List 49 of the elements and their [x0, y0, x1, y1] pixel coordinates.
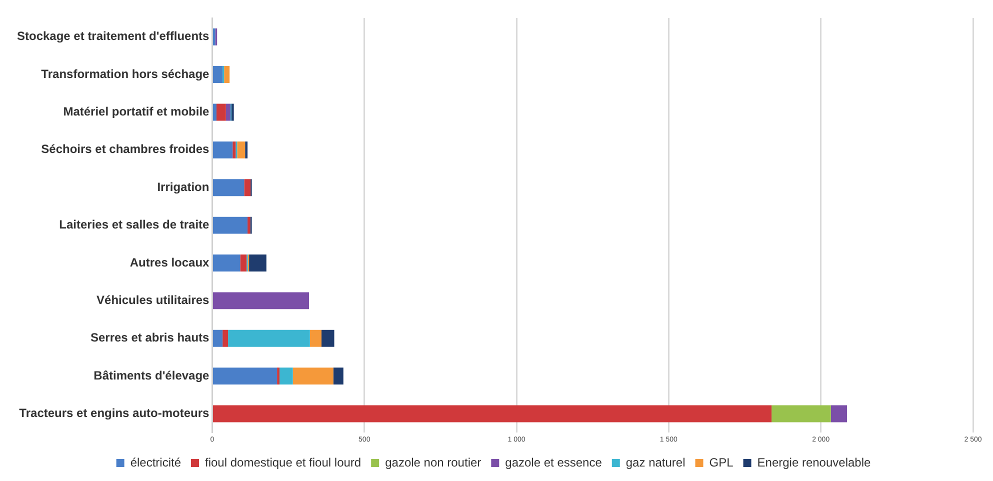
y-tick-label: Tracteurs et engins auto-moteurs [19, 406, 210, 420]
y-tick-label: Transformation hors séchage [41, 66, 210, 81]
bar [212, 141, 233, 158]
bar [249, 254, 266, 272]
y-tick-label: Irrigation [157, 180, 210, 194]
legend-label: électricité [130, 455, 182, 470]
y-tick-label: Laiteries et salles de traite [59, 218, 210, 232]
y-tick-label: Bâtiments d'élevage [94, 368, 210, 382]
bar [212, 292, 309, 310]
legend-label: GPL [709, 455, 734, 470]
bar [212, 216, 248, 234]
bar [310, 330, 322, 347]
bar [212, 104, 216, 121]
bar [232, 141, 236, 158]
bar [212, 368, 278, 385]
bar [333, 368, 344, 385]
y-tick-label: Serres et abris hauts [90, 330, 210, 345]
y-tick-label: Véhicules utilitaires [96, 292, 210, 307]
y-tick-label: Stockage et traitement d'effluents [16, 29, 210, 44]
bar [248, 216, 250, 234]
bar [222, 330, 228, 347]
bar [830, 405, 848, 422]
bar [212, 405, 772, 422]
bar [240, 254, 247, 272]
legend-label: gazole non routier [385, 455, 482, 470]
bar [212, 179, 244, 196]
legend-label: fioul domestique et fioul lourd [204, 455, 362, 470]
bar [216, 104, 226, 121]
bar [212, 330, 223, 347]
bar [244, 179, 251, 196]
bar [245, 141, 248, 158]
bar [279, 368, 293, 385]
legend-label: gazole et essence [505, 455, 602, 470]
bar [237, 141, 246, 158]
bar [321, 330, 334, 347]
y-tick-label: Autres locaux [130, 255, 210, 270]
legend-label: gaz naturel [626, 455, 686, 470]
y-tick-label: Matériel portatif et mobile [63, 104, 210, 119]
legend-label: Energie renouvelable [757, 455, 872, 470]
y-tick-label: Séchoirs et chambres froides [41, 142, 210, 156]
bar [228, 330, 310, 347]
bar [224, 66, 230, 84]
bar [226, 104, 230, 121]
bar [231, 104, 234, 121]
bar [292, 368, 334, 385]
bar [212, 66, 223, 84]
bar [772, 405, 831, 422]
bar [212, 28, 216, 46]
bar [212, 254, 240, 272]
